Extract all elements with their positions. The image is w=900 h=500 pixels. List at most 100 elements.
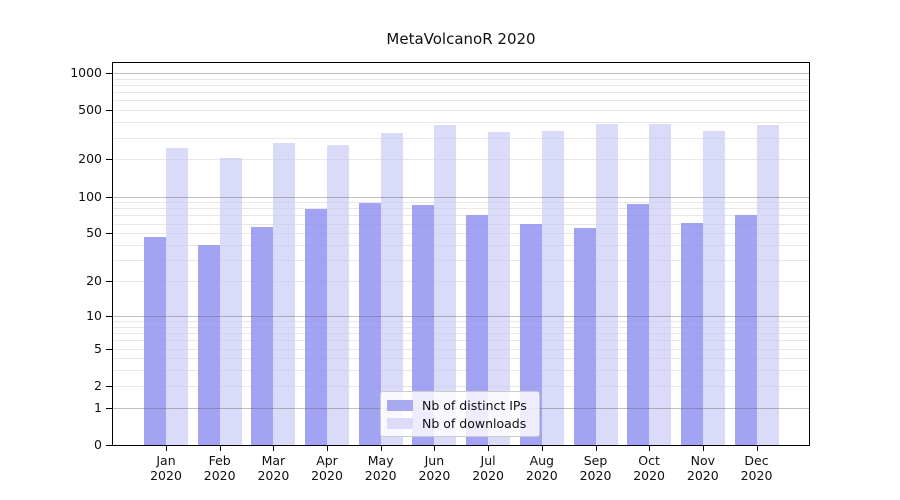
x-tick-label-aug: Aug 2020 [525,453,558,483]
minor-gridline [113,208,809,210]
bar-distinct-ips-jul [466,215,489,445]
y-tick-mark [106,72,112,74]
minor-gridline [113,260,809,262]
bar-distinct-ips-oct [627,203,650,445]
minor-gridline [113,92,809,94]
y-tick-label: 1000 [70,64,102,80]
y-tick-mark [106,281,112,282]
x-tick-mark [166,446,167,451]
legend-item-distinct-ips: Nb of distinct IPs [387,397,527,413]
y-tick-label: 200 [78,151,102,167]
bar-downloads-sep [595,124,618,445]
minor-gridline [113,215,809,217]
minor-gridline [113,137,809,139]
major-gridline [113,72,809,74]
minor-gridline [113,78,809,80]
minor-gridline [113,333,809,334]
bar-distinct-ips-dec [734,214,757,445]
minor-gridline [113,321,809,322]
x-tick-label-apr: Apr 2020 [311,453,343,483]
legend-swatch-distinct-ips [387,399,413,411]
x-tick-mark [327,446,328,451]
minor-gridline [113,245,809,246]
bar-downloads-jun [434,125,457,445]
y-tick-mark [106,233,112,235]
x-tick-label-dec: Dec 2020 [740,453,773,483]
y-tick-mark [106,159,112,161]
legend-item-downloads: Nb of downloads [387,415,527,431]
y-tick-mark [106,348,112,350]
bar-downloads-jan [166,147,188,445]
bar-distinct-ips-apr [305,209,327,445]
legend-swatch-downloads [387,417,413,429]
minor-gridline [113,340,809,342]
y-tick-mark [106,110,112,112]
y-tick-mark [106,315,112,317]
minor-gridline [113,233,809,235]
bar-distinct-ips-sep [573,228,596,445]
major-gridline [113,196,809,198]
bar-downloads-mar [273,143,296,445]
y-tick-label: 20 [86,273,102,288]
legend: Nb of distinct IPs Nb of downloads [380,391,540,437]
x-tick-mark [434,446,436,451]
bar-distinct-ips-nov [680,222,703,445]
x-tick-label-may: May 2020 [364,453,397,483]
x-tick-mark [380,446,382,451]
x-tick-mark [273,446,275,451]
x-tick-label-jan: Jan 2020 [150,453,182,483]
y-tick-mark [106,445,112,446]
plot-area [113,63,809,445]
minor-gridline [113,202,809,204]
minor-gridline [113,159,809,161]
x-tick-mark [541,446,543,451]
bar-downloads-oct [649,124,672,445]
y-tick-label: 5 [94,340,102,356]
minor-gridline [113,370,809,372]
minor-gridline [113,223,809,225]
minor-gridline [113,385,809,387]
bar-downloads-may [380,133,403,445]
y-tick-label: 100 [78,188,102,204]
minor-gridline [113,281,809,282]
x-tick-label-jul: Jul 2020 [472,453,504,483]
chart-title: MetaVolcanoR 2020 [386,30,536,48]
x-tick-mark [595,446,597,451]
bar-downloads-dec [756,125,779,445]
bar-downloads-feb [219,158,242,445]
y-tick-label: 500 [78,102,102,118]
minor-gridline [113,348,809,350]
bar-distinct-ips-mar [251,227,274,445]
bar-downloads-apr [327,144,349,445]
bar-distinct-ips-jan [144,236,166,445]
x-tick-mark [488,446,490,451]
bar-distinct-ips-aug [519,223,542,445]
x-tick-mark [702,446,704,451]
y-tick-label: 10 [86,307,102,323]
y-tick-label: 0 [94,437,102,452]
x-tick-label-mar: Mar 2020 [257,453,290,483]
bar-distinct-ips-may [358,202,381,445]
minor-gridline [113,100,809,102]
minor-gridline [113,110,809,112]
x-tick-label-sep: Sep 2020 [579,453,612,483]
y-tick-mark [106,385,112,387]
legend-label-downloads: Nb of downloads [422,415,527,431]
bar-distinct-ips-jun [412,205,435,445]
x-tick-label-nov: Nov 2020 [686,453,719,483]
x-tick-mark [649,446,651,451]
y-tick-mark [106,407,112,409]
bar-downloads-nov [702,130,725,445]
minor-gridline [113,326,809,328]
minor-gridline [113,84,809,86]
bar-downloads-aug [541,131,564,445]
bar-downloads-jul [488,132,511,445]
x-tick-label-jun: Jun 2020 [418,453,451,483]
major-gridline [113,315,809,317]
y-tick-label: 50 [86,225,102,241]
y-tick-label: 1 [94,399,102,415]
x-tick-label-feb: Feb 2020 [203,453,236,483]
bar-distinct-ips-feb [197,245,220,445]
y-tick-mark [106,196,112,198]
